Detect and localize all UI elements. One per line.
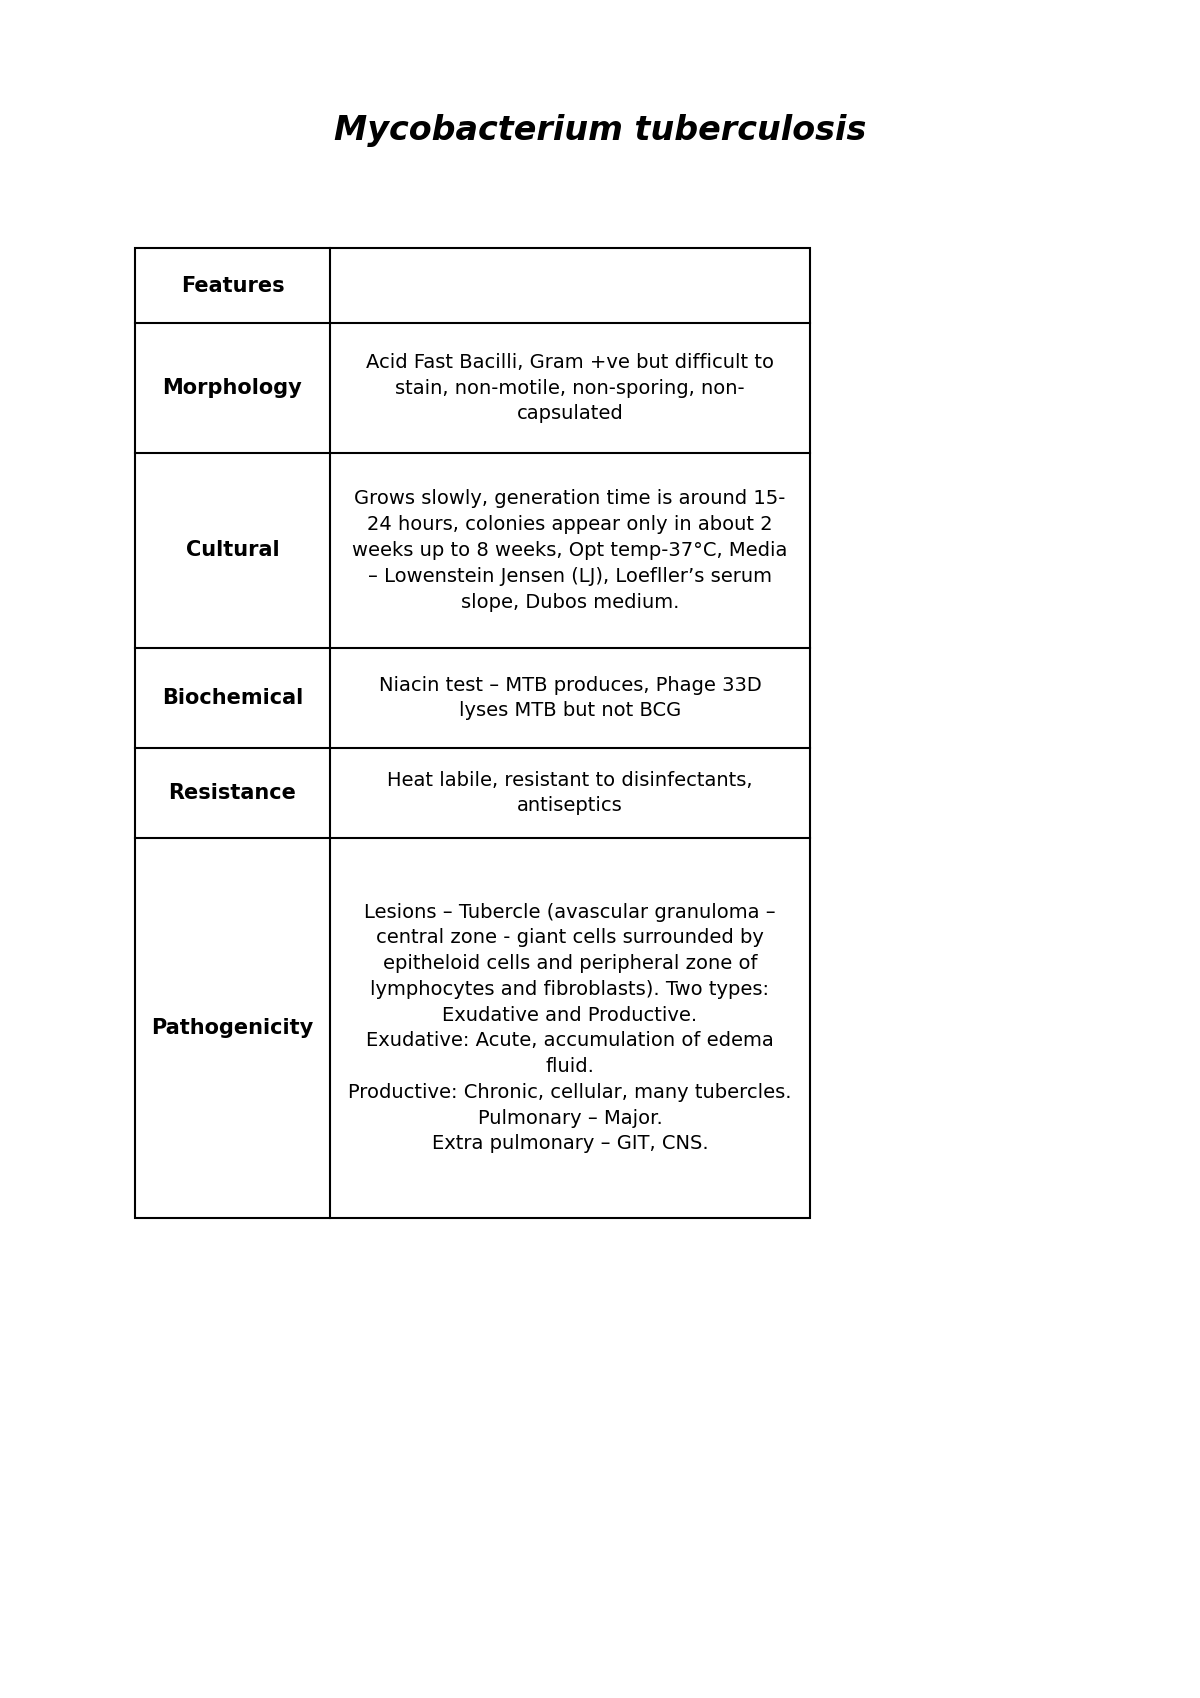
Bar xyxy=(134,248,810,1217)
Text: Lesions – Tubercle (avascular granuloma –
central zone - giant cells surrounded : Lesions – Tubercle (avascular granuloma … xyxy=(348,903,792,1153)
Text: Features: Features xyxy=(181,275,284,295)
Text: Niacin test – MTB produces, Phage 33D
lyses MTB but not BCG: Niacin test – MTB produces, Phage 33D ly… xyxy=(379,676,761,720)
Text: Heat labile, resistant to disinfectants,
antiseptics: Heat labile, resistant to disinfectants,… xyxy=(388,771,752,815)
Text: Acid Fast Bacilli, Gram +ve but difficult to
stain, non-motile, non-sporing, non: Acid Fast Bacilli, Gram +ve but difficul… xyxy=(366,353,774,423)
Text: Biochemical: Biochemical xyxy=(162,688,304,708)
Text: Pathogenicity: Pathogenicity xyxy=(151,1019,313,1037)
Text: Mycobacterium tuberculosis: Mycobacterium tuberculosis xyxy=(334,114,866,146)
Text: Grows slowly, generation time is around 15-
24 hours, colonies appear only in ab: Grows slowly, generation time is around … xyxy=(353,489,787,611)
Text: Resistance: Resistance xyxy=(168,783,296,803)
Text: Morphology: Morphology xyxy=(163,379,302,397)
Text: Cultural: Cultural xyxy=(186,540,280,560)
